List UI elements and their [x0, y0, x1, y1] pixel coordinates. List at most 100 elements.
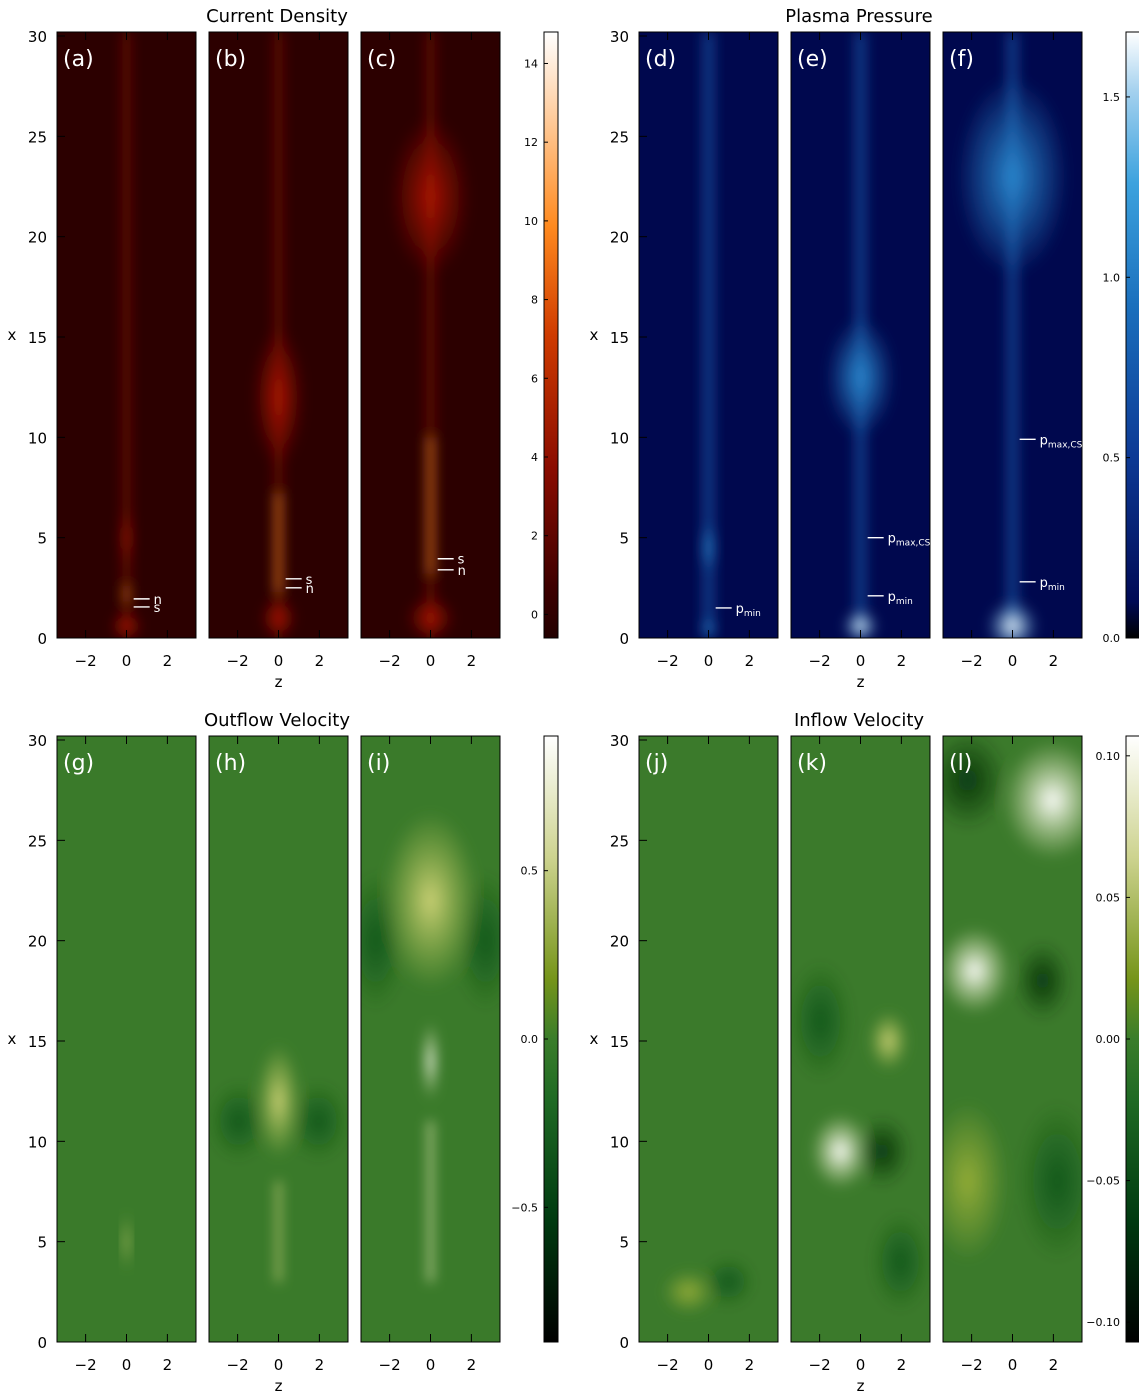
panel: (i) −2 0 2: [360, 735, 501, 1374]
field-feature: [120, 507, 133, 568]
field-feature: [986, 599, 1039, 638]
heatmap-field: [252, 32, 305, 638]
field-feature: [826, 317, 895, 438]
annotation-label: s: [306, 573, 313, 588]
x-tick-label: 2: [745, 1356, 755, 1374]
heatmap-field: [390, 32, 471, 638]
field-feature: [256, 1043, 301, 1160]
colorbar-tick-label: −0.05: [1086, 1175, 1120, 1188]
y-tick-label: 20: [610, 229, 629, 247]
panel: (b) −2 0 2 sn: [208, 31, 349, 670]
colorbar: [543, 31, 559, 639]
x-tick-label: 0: [122, 1356, 132, 1374]
field-feature: [209, 1081, 269, 1162]
pressure-sheet: [704, 32, 713, 638]
panel-label: (k): [797, 751, 827, 776]
panel-label: (f): [949, 47, 974, 72]
x-tick-label: 2: [897, 1356, 907, 1374]
y-axis-label: x: [590, 1030, 599, 1048]
panel: (g) −2 0 2: [56, 735, 197, 1374]
x-tick-label: 0: [426, 652, 436, 670]
panel-label: (l): [949, 751, 972, 776]
colorbar-tick-label: 0.05: [1096, 891, 1121, 904]
y-tick-label: 20: [28, 933, 47, 951]
y-tick-label: 0: [37, 630, 47, 648]
y-tick-label: 15: [610, 1033, 629, 1051]
colorbar-tick-label: −0.10: [1086, 1316, 1120, 1329]
field-feature: [702, 1255, 755, 1308]
x-tick-label: −2: [379, 652, 401, 670]
field-feature: [252, 327, 305, 468]
field-feature: [943, 1101, 1008, 1262]
y-tick-label: 25: [28, 128, 47, 146]
annotation-subscript: min: [1048, 583, 1065, 593]
x-axis-label: z: [857, 1377, 865, 1391]
heatmap-field: [361, 810, 500, 1282]
y-tick-label: 5: [37, 1234, 47, 1252]
panel: (l) −2 0 2: [942, 735, 1083, 1374]
x-tick-label: 0: [704, 1356, 714, 1374]
heatmap-field: [791, 960, 930, 1312]
panel: (f) −2 0 2 pmax,CS pmin: [942, 31, 1083, 670]
field-feature: [390, 116, 471, 277]
x-tick-label: 0: [274, 1356, 284, 1374]
x-tick-label: −2: [379, 1356, 401, 1374]
x-tick-label: 2: [1049, 1356, 1059, 1374]
x-tick-label: 2: [745, 652, 755, 670]
current-sheet: [123, 32, 130, 638]
y-tick-label: 30: [28, 732, 47, 750]
annotation-subscript: min: [896, 597, 913, 607]
y-tick-label: 0: [37, 1334, 47, 1352]
y-tick-label: 30: [610, 732, 629, 750]
field-feature: [1017, 1101, 1082, 1262]
x-tick-label: 2: [315, 1356, 325, 1374]
field-feature: [868, 1011, 909, 1072]
x-axis-label: z: [275, 1377, 283, 1391]
colorbar-tick-label: 12: [524, 136, 538, 149]
jet-core: [428, 1121, 433, 1282]
chart-title: Inflow Velocity: [794, 710, 924, 731]
x-tick-label: 2: [163, 1356, 173, 1374]
field-feature: [1002, 740, 1082, 861]
colorbar-tick-label: 0.0: [1103, 632, 1121, 645]
pressure-sheet: [1008, 32, 1017, 638]
chart-outflow-velocity: Outflow Velocity(g)−2 0 2(h)−2 0 2(i)−2 0 2051…: [8, 710, 559, 1391]
chart-inflow-velocity: Inflow Velocity(j)−2 0 2(k)−2 0 2(l)−2 0 20510…: [590, 710, 1139, 1391]
x-tick-label: −2: [227, 1356, 249, 1374]
panel-label: (g): [63, 751, 94, 776]
x-tick-label: 0: [274, 652, 284, 670]
x-axis-label: z: [275, 673, 283, 691]
field-feature: [382, 810, 479, 991]
colorbar-tick-label: 10: [524, 215, 538, 228]
colorbar-tick-label: 0.00: [1096, 1033, 1121, 1046]
colorbar: [1125, 31, 1139, 639]
annotation-label: pmax,CS: [888, 532, 931, 549]
x-tick-label: −2: [657, 1356, 679, 1374]
y-tick-label: 15: [610, 329, 629, 347]
x-axis-label: z: [857, 673, 865, 691]
colorbar-tick-label: 1.5: [1103, 91, 1121, 104]
x-tick-label: 0: [856, 1356, 866, 1374]
annotation-label: n: [154, 593, 162, 608]
x-tick-label: 2: [1049, 652, 1059, 670]
y-tick-label: 10: [610, 429, 629, 447]
x-tick-label: 2: [467, 1356, 477, 1374]
colorbar-tick-label: −0.5: [511, 1201, 538, 1214]
chart-title: Current Density: [206, 6, 348, 27]
panel-label: (j): [645, 751, 668, 776]
current-sheet: [427, 32, 434, 638]
heatmap-field: [209, 1043, 348, 1282]
y-tick-label: 25: [610, 832, 629, 850]
chart-title: Outflow Velocity: [204, 710, 350, 731]
heatmap-field: [662, 1255, 755, 1314]
annotation-label: pmin: [1040, 576, 1065, 593]
x-tick-label: −2: [809, 1356, 831, 1374]
field-feature: [110, 611, 143, 638]
heatmap-field: [700, 32, 717, 638]
y-axis-label: x: [8, 1030, 17, 1048]
panel: (a) −2 0 2 ns: [56, 31, 197, 670]
y-tick-label: 30: [28, 28, 47, 46]
heatmap-field: [956, 32, 1069, 638]
x-tick-label: 2: [467, 652, 477, 670]
x-tick-label: −2: [961, 652, 983, 670]
